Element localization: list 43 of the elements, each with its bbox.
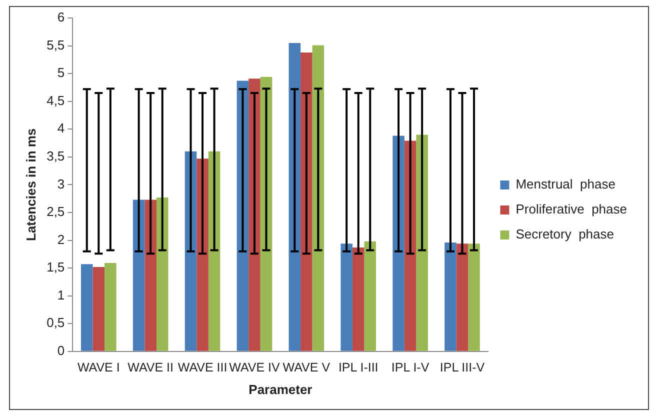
x-tick-label: WAVE IV <box>229 360 280 374</box>
bar <box>364 241 376 351</box>
legend-label: Menstrual phase <box>516 176 616 192</box>
legend-label: Proliferative phase <box>516 202 627 217</box>
bar <box>236 80 249 351</box>
bar <box>196 158 208 351</box>
bar <box>132 200 145 351</box>
bar <box>144 200 156 351</box>
x-tick-label: WAVE III <box>178 360 228 374</box>
bar <box>288 43 301 351</box>
bar <box>156 197 168 351</box>
y-tick-label: 3,5 <box>46 148 65 164</box>
x-tick-label: IPL I-III <box>338 360 378 374</box>
x-axis-title: Parameter <box>248 382 312 397</box>
y-tick-label: 0,5 <box>46 315 65 330</box>
bar <box>104 263 116 351</box>
bar <box>312 45 324 351</box>
y-tick-label: 4 <box>57 120 65 136</box>
y-tick-label: 1,5 <box>46 260 65 275</box>
x-tick-label: WAVE II <box>128 360 174 374</box>
bar <box>248 78 260 351</box>
bar <box>468 244 480 351</box>
y-tick-label: 2 <box>57 232 65 247</box>
x-tick-label: WAVE V <box>282 360 331 374</box>
y-axis-title: Latencies in in ms <box>23 128 38 242</box>
y-tick-label: 6 <box>57 10 65 25</box>
y-tick-label: 2,5 <box>46 204 65 220</box>
bar <box>456 244 468 351</box>
y-tick-label: 1 <box>57 287 65 302</box>
y-tick-label: 5,5 <box>46 37 65 52</box>
bar <box>340 244 352 351</box>
legend-label: Secretory phase <box>516 226 614 242</box>
x-tick-label: WAVE I <box>77 360 120 374</box>
bar <box>352 247 364 351</box>
bar <box>92 266 105 351</box>
bar <box>80 264 93 351</box>
bar <box>444 242 456 351</box>
x-tick-label: IPL I-V <box>391 360 430 374</box>
y-tick-label: 3 <box>57 176 65 192</box>
y-tick-label: 0 <box>57 342 65 358</box>
x-tick-label: IPL III-V <box>440 360 486 374</box>
y-tick-label: 4,5 <box>46 92 65 108</box>
y-tick-label: 5 <box>57 65 65 80</box>
